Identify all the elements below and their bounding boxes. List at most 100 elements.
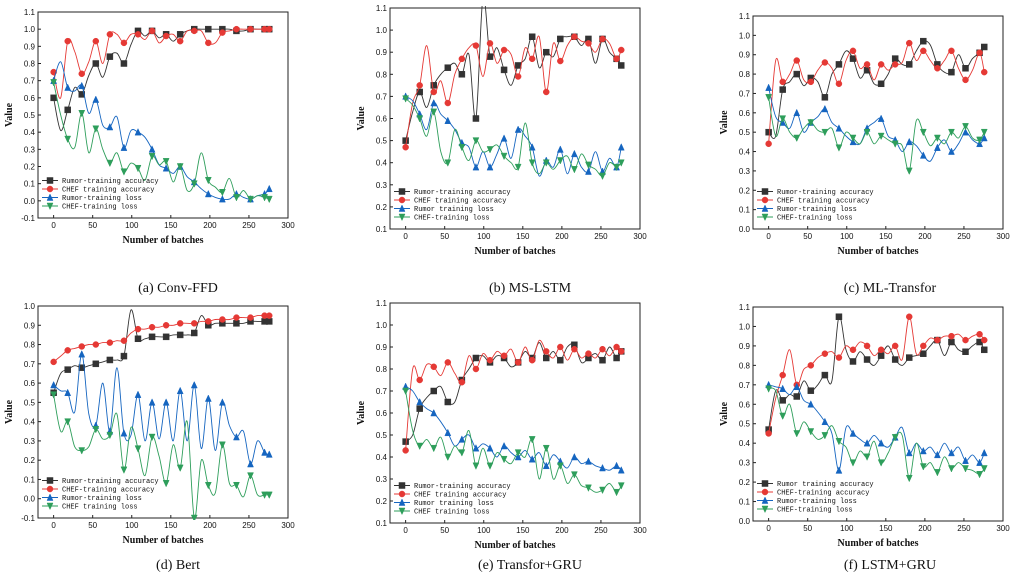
series-layer: [765, 313, 988, 483]
y-tick-label: 0.1: [24, 475, 36, 484]
series-4-point: [458, 449, 466, 457]
series-3-point: [134, 390, 142, 398]
series-2-point: [266, 312, 273, 319]
series-2-point: [571, 345, 578, 353]
x-tick-label: 200: [203, 521, 217, 530]
chart-panel-1: 0 50 100 150 200 250 300 -0.1 0.0 0.1 0.2 0.3 0.4 0.5…: [4, 8, 295, 296]
series-2-point: [148, 27, 156, 35]
y-tick-label: 0.2: [24, 456, 36, 465]
y-tick-label: 0.3: [24, 437, 36, 446]
series-2-point: [618, 348, 625, 355]
series-4-point: [807, 119, 815, 127]
series-3-point: [218, 195, 226, 203]
series-4-point: [218, 441, 226, 449]
series-layer: [402, 339, 625, 497]
series-1-point: [877, 80, 885, 88]
series-4-point: [765, 94, 773, 102]
series-2-point: [821, 59, 829, 66]
series-1-point: [78, 91, 85, 98]
series-1-point: [543, 354, 550, 362]
y-tick-label: 0.7: [376, 387, 388, 396]
series-1-point: [557, 35, 564, 43]
series-4-point: [877, 459, 885, 467]
series-3-point: [980, 448, 988, 457]
series-2-point: [472, 42, 480, 49]
legend-marker: [398, 507, 406, 516]
legend-marker: [761, 496, 769, 504]
series-2-point: [543, 88, 550, 96]
series-4-point: [948, 128, 955, 137]
y-tick-label: 0.6: [376, 115, 388, 124]
y-tick-label: 1.0: [739, 31, 751, 40]
series-3-point: [793, 382, 801, 391]
series-4-point: [891, 434, 899, 442]
series-3-point: [849, 429, 857, 437]
series-4-point: [980, 128, 988, 137]
series-4-point: [120, 168, 128, 176]
series-2-point: [849, 346, 857, 354]
series-4-point: [162, 480, 170, 488]
series-4-point: [613, 163, 620, 172]
series-2-point: [863, 61, 871, 68]
legend-entry-label: Rumor training loss: [414, 500, 494, 508]
series-1-point: [500, 66, 508, 74]
x-tick-label: 250: [957, 232, 971, 241]
y-tick-label: 0.5: [739, 128, 751, 137]
legend-entry-label: CHEF training accuracy: [777, 198, 869, 206]
series-2-point: [557, 57, 564, 65]
series-1-point: [472, 115, 480, 122]
y-tick-label: 0.8: [739, 361, 751, 370]
legend-marker: [398, 188, 406, 195]
series-3-point: [962, 456, 969, 464]
series-2-point: [92, 37, 100, 45]
series-4-point: [176, 464, 184, 472]
series-3-point: [933, 143, 941, 151]
y-axis-label: Value: [4, 399, 15, 424]
series-4-point: [190, 514, 198, 520]
series-2-point: [64, 347, 71, 354]
series-1-point: [430, 387, 437, 395]
x-tick-label: 0: [403, 232, 408, 241]
series-2-point: [106, 339, 114, 346]
x-tick-label: 100: [125, 521, 139, 530]
y-tick-label: 0.5: [24, 111, 36, 120]
series-4-point: [162, 158, 170, 166]
y-tick-label: 0.1: [739, 498, 751, 507]
x-tick-label: 0: [766, 524, 771, 533]
y-tick-label: 0.8: [24, 60, 36, 69]
y-tick-label: 0.2: [376, 203, 388, 212]
x-tick-label: 200: [555, 526, 569, 535]
legend-marker: [398, 482, 406, 489]
y-tick-label: 0.9: [376, 48, 388, 57]
series-1-point: [106, 53, 114, 60]
x-axis-label: Number of batches: [838, 246, 919, 257]
series-3-point: [120, 429, 128, 437]
series-1-point: [891, 356, 899, 363]
x-tick-label: 300: [996, 232, 1010, 241]
panel-caption: (b) MS-LSTM: [489, 281, 572, 296]
legend-entry-label: CHEF-training loss: [777, 215, 853, 223]
series-1-point: [613, 354, 620, 362]
series-2-point: [430, 363, 437, 371]
x-tick-label: 150: [879, 524, 893, 533]
chart-panel-5: 0 50 100 150 200 250 300 0.1 0.2 0.3 0.4 0.5 0.6 0.7 0…: [356, 299, 647, 573]
series-1-point: [430, 82, 437, 89]
series-3-point: [458, 435, 466, 443]
series-2-point: [500, 46, 508, 54]
series-4-point: [514, 163, 522, 172]
x-tick-label: 0: [403, 526, 408, 535]
series-2-point: [613, 343, 620, 351]
y-tick-label: 1.1: [24, 8, 36, 17]
series-3-point: [78, 350, 86, 358]
series-3-point: [919, 446, 927, 455]
y-tick-label: 0.5: [376, 431, 388, 440]
y-axis-label: Value: [356, 106, 367, 131]
series-1-point: [779, 86, 786, 93]
legend-marker: [761, 196, 769, 204]
plot-frame: [752, 306, 1004, 522]
y-tick-label: 0.3: [376, 181, 388, 190]
y-tick-label: 0.4: [24, 418, 36, 427]
series-1-point: [906, 61, 913, 68]
series-2-point: [78, 343, 85, 350]
series-2-point: [981, 336, 988, 344]
